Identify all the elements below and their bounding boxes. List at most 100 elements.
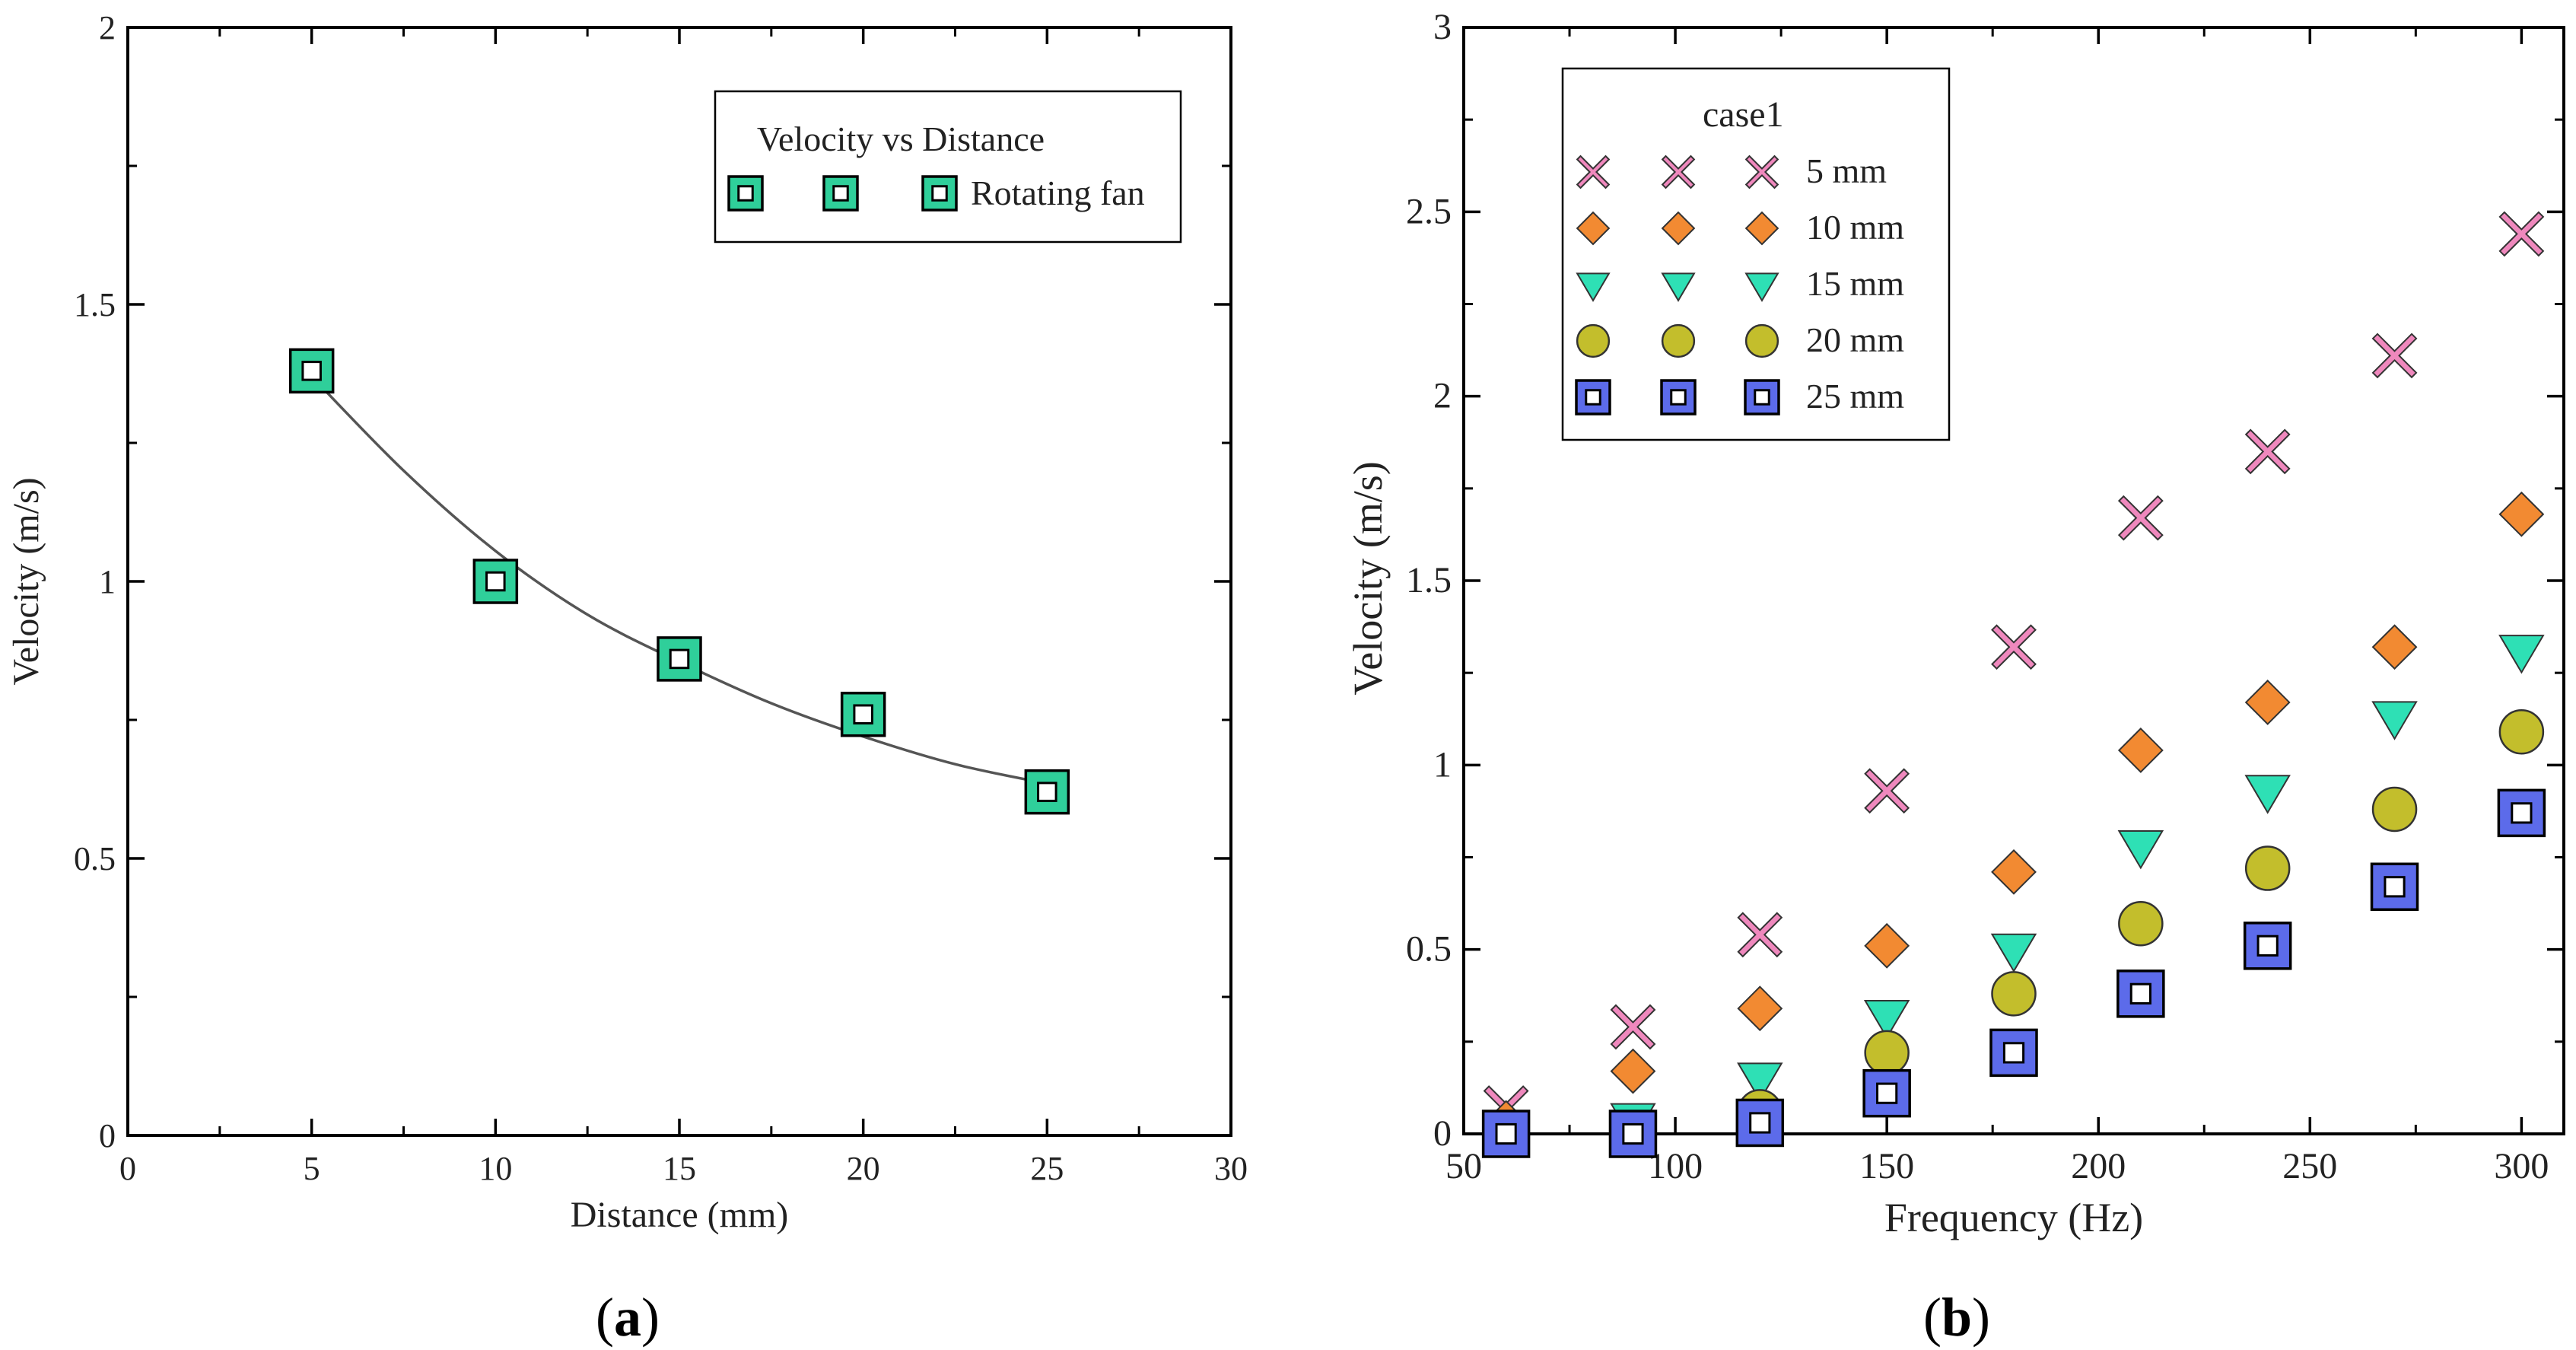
panel-b-legend-entry-5mm: 5 mm bbox=[1806, 151, 1887, 190]
panel-b-point-25mm bbox=[1989, 1028, 2038, 1078]
panel-a-fit-curve bbox=[310, 375, 1048, 785]
panel-b-point-10mm bbox=[2244, 680, 2291, 725]
panel-a-legend-marker bbox=[921, 175, 958, 212]
panel-b-legend-markers bbox=[1575, 154, 1780, 416]
panel-a-legend-box bbox=[714, 90, 1182, 244]
panel-a-y-axis-title: Velocity (m/s) bbox=[6, 477, 46, 685]
panel-b-x-axis-title: Frequency (Hz) bbox=[1884, 1195, 2143, 1240]
panel-b-point-10mm bbox=[1864, 922, 1910, 969]
panel-a-x-axis-title: Distance (mm) bbox=[571, 1195, 789, 1235]
panel-b-point-20mm bbox=[2498, 708, 2545, 755]
panel-b-x-tick-label: 300 bbox=[2494, 1146, 2549, 1186]
panel-b-point-10mm bbox=[1991, 849, 2037, 895]
panel-b-point-20mm bbox=[1864, 1030, 1910, 1076]
panel-b-point-5mm bbox=[1737, 912, 1783, 958]
panel-a-point bbox=[288, 348, 335, 394]
panel-b-point-25mm bbox=[1735, 1098, 1785, 1148]
panel-b-x-tick-label: 250 bbox=[2282, 1146, 2337, 1186]
panel-b-legend-marker-10mm bbox=[1661, 211, 1696, 246]
panel-b-point-20mm bbox=[2371, 786, 2418, 833]
panel-b-label: (b) bbox=[1923, 1287, 1990, 1348]
panel-a-legend-marker bbox=[727, 175, 764, 212]
panel-b-y-tick-label: 0.5 bbox=[1406, 929, 1452, 970]
panel-b-point-15mm bbox=[2117, 830, 2164, 870]
panel-a-x-tick-label: 0 bbox=[119, 1150, 136, 1187]
panel-b-point-15mm bbox=[1990, 933, 2037, 973]
panel-b-point-25mm bbox=[1481, 1110, 1531, 1158]
panel-b-y-tick-label: 1.5 bbox=[1406, 560, 1452, 600]
panel-b-y-tick-label: 1 bbox=[1433, 744, 1452, 785]
panel-b-legend: case1 5 mm 10 mm 15 mm 20 mm 25 mm bbox=[1561, 67, 1951, 441]
panel-b-point-5mm bbox=[1610, 1004, 1656, 1050]
panel-b-point-25mm bbox=[1862, 1068, 1911, 1118]
panel-a-label: (a) bbox=[596, 1287, 660, 1348]
panel-a-legend-title: Velocity vs Distance bbox=[757, 119, 1045, 158]
panel-b-point-15mm bbox=[1863, 999, 1910, 1040]
panel-b-point-10mm bbox=[2498, 491, 2545, 537]
panel-b-legend-marker-15mm bbox=[1661, 272, 1696, 302]
panel-b-legend-box bbox=[1561, 67, 1951, 441]
panel-b-legend-marker-20mm bbox=[1661, 323, 1696, 358]
panel-b-legend-entry-10mm: 10 mm bbox=[1806, 208, 1904, 247]
panel-b-legend-marker-25mm bbox=[1575, 379, 1611, 416]
panel-a-point bbox=[657, 636, 702, 682]
panel-a-y-tick-label: 1 bbox=[99, 563, 116, 600]
panel-b-point-20mm bbox=[1991, 971, 2037, 1017]
panel-b-legend-marker-15mm bbox=[1744, 272, 1779, 302]
panel-b-point-5mm bbox=[2498, 211, 2545, 257]
panel-b-point-25mm bbox=[2497, 788, 2546, 838]
panel-a-x-tick-label: 15 bbox=[663, 1150, 696, 1187]
panel-a-y-tick-label: 2 bbox=[99, 9, 116, 46]
panel-b-legend-marker-5mm bbox=[1576, 154, 1611, 189]
panel-b-legend-marker-10mm bbox=[1576, 211, 1611, 246]
panel-b-point-25mm bbox=[2243, 922, 2292, 970]
panel-b-legend-title: case1 bbox=[1703, 94, 1784, 135]
panel-b-legend-marker-25mm bbox=[1744, 379, 1780, 416]
panel-a-y-tick-label: 0 bbox=[99, 1117, 116, 1154]
panel-b-point-25mm bbox=[1608, 1110, 1658, 1158]
panel-b-y-axis-title: Velocity (m/s) bbox=[1345, 461, 1391, 695]
panel-b-point-10mm bbox=[2371, 624, 2418, 670]
panel-b-legend-marker-20mm bbox=[1744, 323, 1779, 358]
panel-b-point-5mm bbox=[2371, 333, 2418, 379]
panel-b-x-tick-label: 50 bbox=[1445, 1146, 1482, 1186]
panel-b-point-5mm bbox=[1864, 768, 1910, 814]
panel-a-point bbox=[840, 691, 886, 737]
panel-b-point-10mm bbox=[2117, 728, 2164, 773]
panel-a-y-tick-label: 0.5 bbox=[74, 840, 116, 877]
panel-b-legend-marker-5mm bbox=[1744, 154, 1779, 189]
panel-b-point-15mm bbox=[2498, 635, 2545, 674]
panel-b-point-10mm bbox=[1610, 1048, 1656, 1094]
panel-b-y-tick-label: 0 bbox=[1433, 1113, 1452, 1154]
panel-b-x-tick-label: 150 bbox=[1859, 1146, 1914, 1186]
panel-b-legend-entry-25mm: 25 mm bbox=[1806, 377, 1904, 416]
panel-a-legend-entry-label: Rotating fan bbox=[971, 174, 1145, 212]
panel-b-point-10mm bbox=[1737, 985, 1783, 1032]
panel-a-y-tick-label: 1.5 bbox=[74, 286, 116, 323]
panel-a-legend-marker bbox=[822, 175, 859, 212]
panel-b-point-25mm bbox=[2370, 862, 2419, 912]
panel-a-point bbox=[472, 559, 519, 604]
panel-a-markers bbox=[288, 348, 1070, 815]
panel-a-ticks: 0 5 10 15 20 25 30 0 0.5 1 1.5 2 bbox=[74, 9, 1248, 1187]
panel-a-legend-markers bbox=[727, 175, 958, 212]
panel-a: 0 5 10 15 20 25 30 0 0.5 1 1.5 2 Distance (mm) Velo… bbox=[6, 9, 1248, 1348]
panel-b-legend-entry-15mm: 15 mm bbox=[1806, 264, 1904, 303]
panel-b-point-15mm bbox=[2371, 701, 2418, 740]
panel-b-point-20mm bbox=[2118, 900, 2164, 947]
panel-b-legend-entry-20mm: 20 mm bbox=[1806, 320, 1904, 359]
panel-a-fit-curve-group bbox=[310, 375, 1048, 785]
panel-b-legend-marker-20mm bbox=[1576, 323, 1611, 358]
panel-b-point-5mm bbox=[2117, 495, 2164, 541]
panel-b-legend-marker-25mm bbox=[1660, 379, 1697, 416]
panel-a-x-tick-label: 10 bbox=[479, 1150, 512, 1187]
panel-b-y-tick-label: 2.5 bbox=[1406, 191, 1452, 231]
panel-a-x-tick-label: 30 bbox=[1214, 1150, 1248, 1187]
panel-b-legend-marker-10mm bbox=[1744, 211, 1779, 246]
panel-b-x-tick-label: 200 bbox=[2071, 1146, 2126, 1186]
panel-a-legend: Velocity vs Distance Rotating fan bbox=[714, 90, 1182, 244]
panel-a-x-tick-label: 20 bbox=[847, 1150, 880, 1187]
